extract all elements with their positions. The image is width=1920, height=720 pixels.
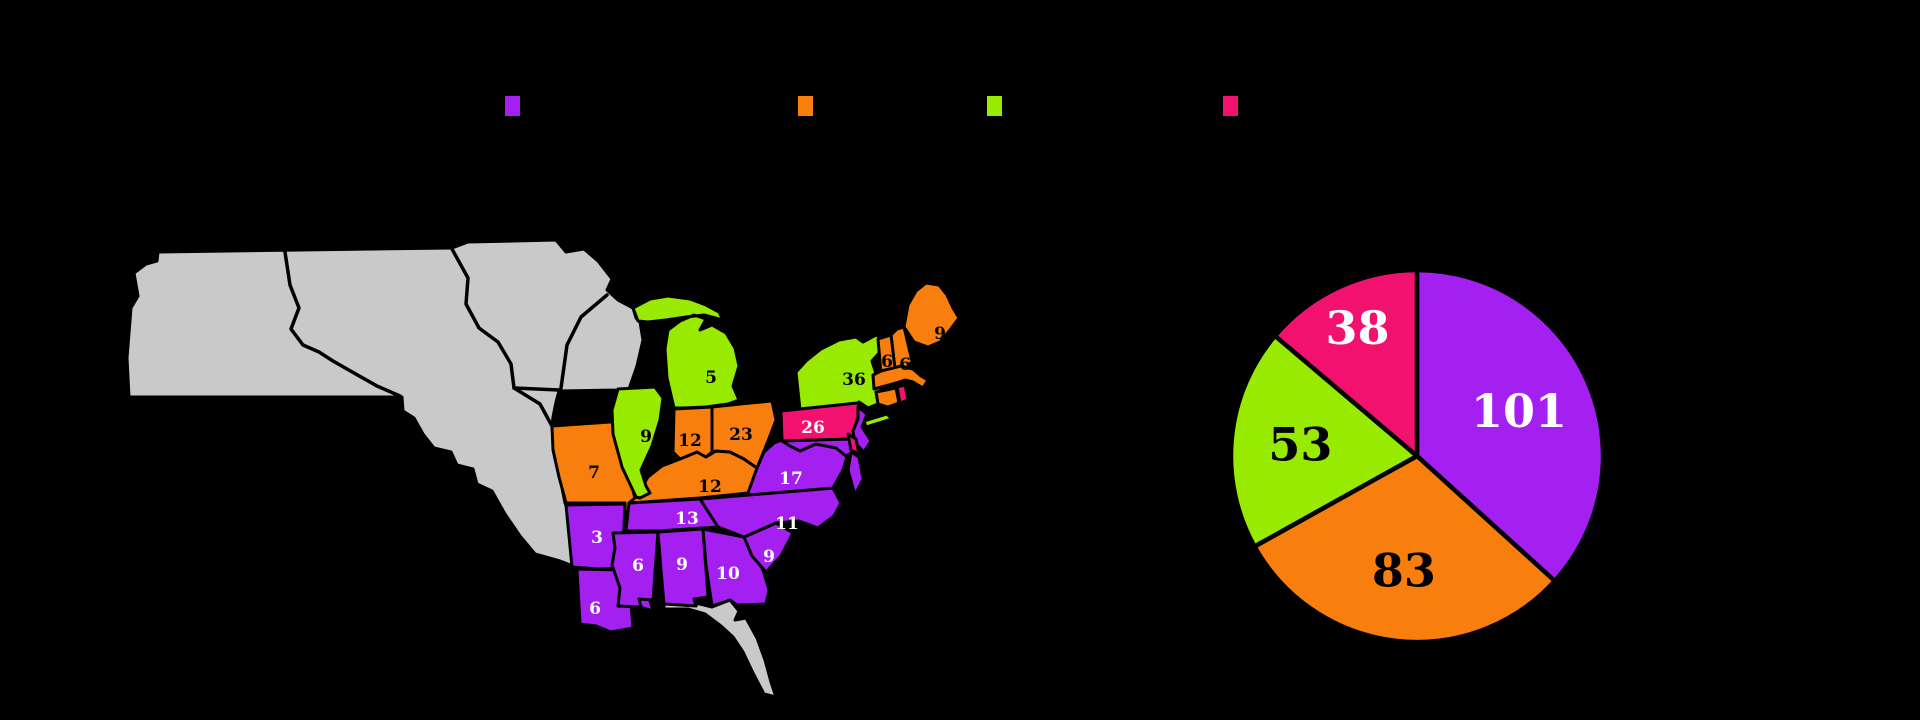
state-value-label-indiana: 12 (678, 431, 702, 451)
state-value-label-michigan: 5 (705, 368, 717, 388)
legend-swatch-pink (1223, 96, 1238, 116)
state-value-label-tennessee: 13 (675, 509, 699, 529)
state-michigan (631, 294, 741, 410)
state-value-label-alabama: 9 (676, 555, 688, 575)
state-value-label-new-hampshire: 6 (899, 355, 911, 375)
legend-swatch-green (987, 96, 1002, 116)
pie-slice-orange (1252, 453, 1558, 645)
pie-value-label-orange: 83 (1372, 544, 1436, 598)
state-ohio (710, 399, 778, 470)
state-value-label-north-carolina: 11 (775, 514, 799, 534)
territory-border-line-4 (559, 293, 609, 390)
state-mississippi (610, 530, 660, 609)
territory-border-line-1 (283, 250, 402, 398)
state-value-label-louisiana: 6 (589, 599, 601, 619)
legend-swatch-purple (505, 96, 520, 116)
pie-slice-purple (1414, 267, 1606, 584)
pie-slice-green (1228, 333, 1420, 549)
state-value-label-new-york: 36 (842, 370, 866, 390)
state-value-label-georgia: 10 (716, 564, 740, 584)
pie-value-label-pink: 38 (1325, 301, 1389, 355)
territory-border-line-3 (512, 386, 561, 392)
state-florida-territory (662, 598, 778, 699)
state-value-label-illinois: 9 (640, 427, 652, 447)
state-value-label-virginia: 17 (779, 469, 803, 489)
state-rhode-island (895, 383, 910, 405)
state-value-label-vermont: 6 (881, 352, 893, 372)
state-value-label-south-carolina: 9 (763, 547, 775, 567)
pie-value-label-green: 53 (1268, 418, 1332, 472)
state-western-territories (125, 238, 645, 568)
pie-chart: 101 83 53 38 (1228, 267, 1606, 645)
state-value-label-maine: 9 (934, 324, 946, 344)
pie-slice-pink (1272, 267, 1420, 459)
territory-border-line-2 (450, 247, 554, 428)
state-massachusetts (871, 364, 930, 391)
state-value-label-kentucky: 12 (698, 477, 722, 497)
state-value-label-mississippi: 6 (632, 556, 644, 576)
legend-swatch-orange (798, 96, 813, 116)
state-value-label-arkansas: 3 (591, 528, 603, 548)
state-new-york (794, 333, 894, 429)
state-value-label-missouri: 7 (588, 463, 600, 483)
state-delaware (846, 432, 861, 456)
state-connecticut (874, 386, 901, 409)
state-value-label-pennsylvania: 26 (801, 418, 825, 438)
state-tennessee (624, 497, 720, 533)
state-value-label-ohio: 23 (729, 425, 753, 445)
us-choropleth-map (125, 238, 961, 699)
state-illinois (610, 385, 665, 500)
pie-value-label-purple: 101 (1471, 384, 1567, 438)
state-maine (902, 281, 961, 349)
legend (505, 96, 1238, 116)
